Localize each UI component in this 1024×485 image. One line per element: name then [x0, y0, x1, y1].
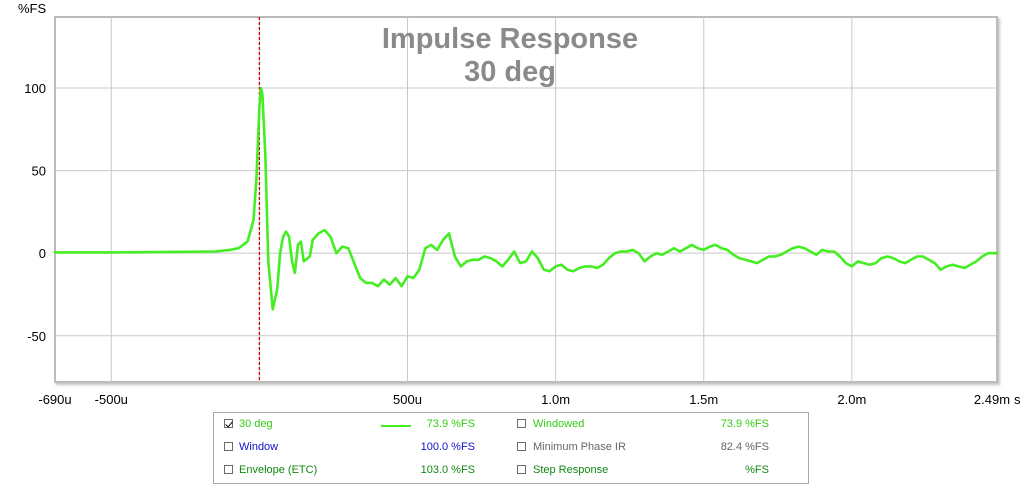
x-tick-label-2: 500u — [393, 392, 422, 407]
y-tick-label-1: 50 — [32, 164, 46, 179]
legend-label-1: Windowed — [533, 418, 585, 430]
legend-checkbox-4[interactable] — [224, 465, 233, 474]
legend-label-5: Step Response — [533, 464, 609, 476]
x-axis-unit: s — [1014, 392, 1021, 407]
legend-value-4: 103.0 %FS — [420, 464, 475, 476]
legend-label-2: Window — [239, 441, 279, 453]
x-tick-label-3: 1.0m — [541, 392, 570, 407]
legend-value-3: 82.4 %FS — [720, 441, 769, 453]
legend-checkbox-1[interactable] — [517, 419, 526, 428]
y-tick-label-3: -50 — [27, 329, 46, 344]
legend-panel: 30 deg 73.9 %FS Windowed 73.9 %FS Window 100.… — [213, 412, 809, 484]
legend-value-1: 73.9 %FS — [720, 418, 769, 430]
legend-checkbox-5[interactable] — [517, 465, 526, 474]
x-tick-label-5: 2.0m — [837, 392, 866, 407]
x-tick-labels: -690u -500u 500u 1.0m 1.5m 2.0m 2.49m — [38, 392, 1010, 407]
legend-item-3[interactable]: Minimum Phase IR 82.4 %FS — [214, 438, 808, 458]
legend-value-2: 100.0 %FS — [420, 441, 475, 453]
chart-titles: Impulse Response 30 deg — [382, 23, 638, 88]
x-tick-label-1: -500u — [95, 392, 128, 407]
y-tick-label-0: 100 — [24, 81, 46, 96]
legend-item-1[interactable]: Windowed 73.9 %FS — [214, 415, 808, 435]
legend-swatch-0 — [381, 425, 411, 427]
series-line-0 — [53, 86, 999, 311]
chart-subtitle: 30 deg — [464, 56, 556, 88]
x-tick-label-4: 1.5m — [689, 392, 718, 407]
y-tick-labels: 100 50 0 -50 — [24, 81, 46, 344]
y-axis-label: %FS — [18, 1, 47, 16]
legend-item-2[interactable]: Window 100.0 %FS — [214, 438, 808, 458]
x-tick-label-6: 2.49m — [974, 392, 1010, 407]
legend-item-4[interactable]: Envelope (ETC) 103.0 %FS — [214, 461, 808, 481]
y-tick-label-2: 0 — [39, 246, 46, 261]
chart-title: Impulse Response — [382, 23, 638, 55]
legend-checkbox-0[interactable] — [224, 419, 233, 428]
legend-item-0[interactable]: 30 deg 73.9 %FS — [214, 415, 808, 435]
legend-value-0: 73.9 %FS — [426, 418, 475, 430]
legend-label-4: Envelope (ETC) — [239, 464, 318, 476]
legend-label-0: 30 deg — [239, 418, 273, 430]
legend-item-5[interactable]: Step Response %FS — [214, 461, 808, 481]
x-tick-label-0: -690u — [38, 392, 71, 407]
legend-value-5: %FS — [745, 464, 769, 476]
legend-label-3: Minimum Phase IR — [533, 441, 626, 453]
legend-checkbox-3[interactable] — [517, 442, 526, 451]
legend-checkbox-2[interactable] — [224, 442, 233, 451]
plot-area — [54, 16, 998, 383]
series-group — [53, 86, 999, 311]
